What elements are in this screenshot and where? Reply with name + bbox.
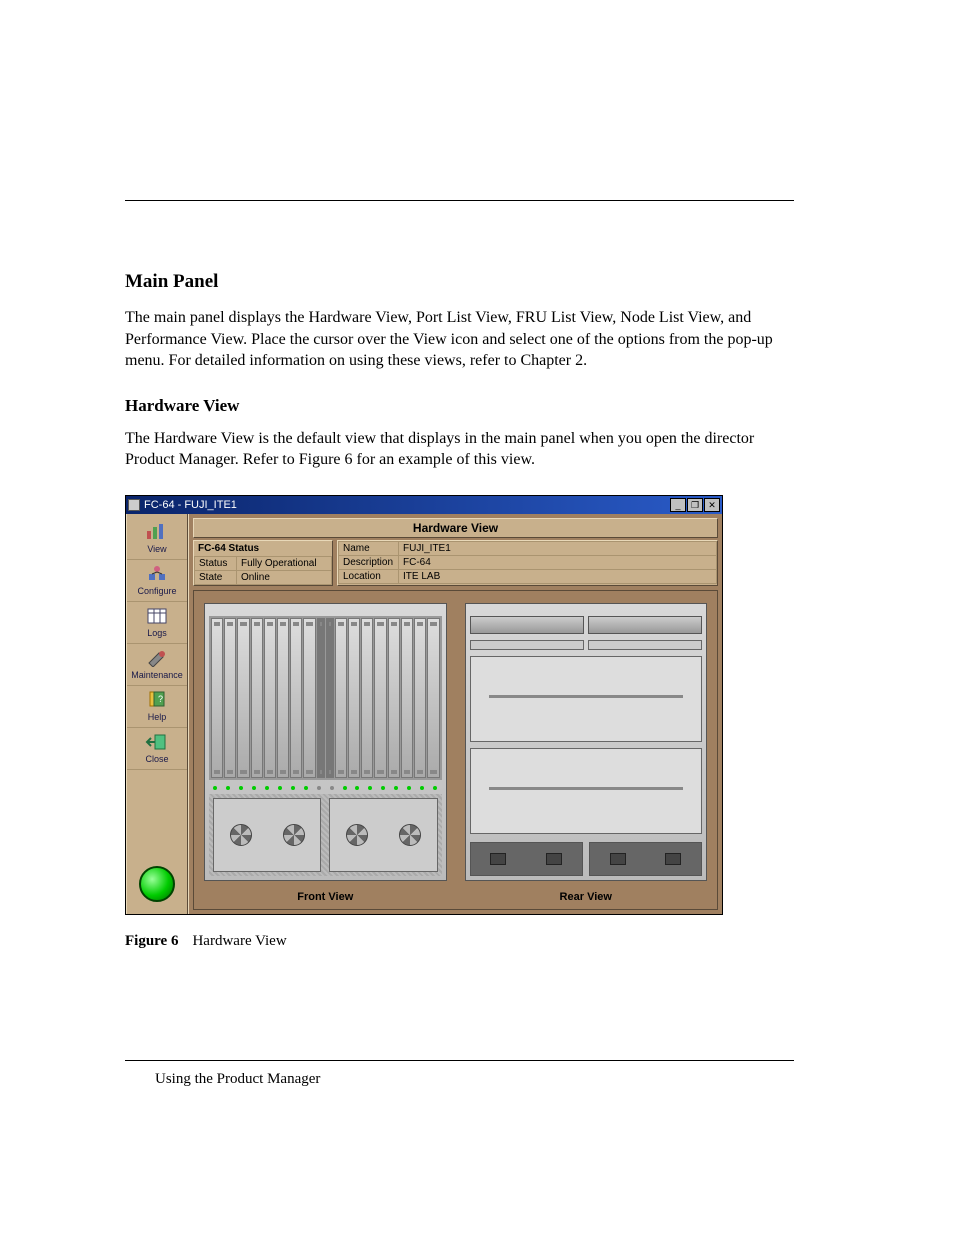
logs-icon [144,606,170,626]
sidebar-label: Configure [137,586,176,596]
status-block-left: FC-64 Status StatusFully Operational Sta… [193,540,333,586]
front-view-label: Front View [297,891,353,903]
footer-text: Using the Product Manager [155,1071,794,1088]
power-supply[interactable] [470,842,583,876]
port-card[interactable] [251,618,263,778]
rear-slot[interactable] [470,748,703,834]
front-view-column: Front View [204,603,447,903]
panel-title: Hardware View [193,518,718,538]
card-cage [209,616,442,780]
window-title: FC-64 - FUJI_ITE1 [144,499,237,511]
status-row-state: StateOnline [195,570,332,584]
rear-chassis[interactable] [465,603,708,881]
power-supply[interactable] [589,842,702,876]
help-icon: ? [144,690,170,710]
port-card[interactable] [211,618,223,778]
port-card[interactable] [427,618,439,778]
sbar-module[interactable] [470,640,584,650]
rear-slot[interactable] [470,656,703,742]
front-chassis[interactable] [204,603,447,881]
top-rule [125,200,794,201]
app-icon [128,499,140,511]
fan-tray [209,794,442,876]
port-card[interactable] [361,618,373,778]
bottom-rule: Using the Product Manager [125,1060,794,1088]
port-card[interactable] [401,618,413,778]
sidebar-label: Help [148,712,167,722]
info-row-name: NameFUJI_ITE1 [339,541,717,555]
sidebar-label: Logs [147,628,167,638]
port-card[interactable] [388,618,400,778]
port-card[interactable] [237,618,249,778]
titlebar: FC-64 - FUJI_ITE1 _ ❐ ✕ [126,496,722,514]
figure-caption: Figure 6 Hardware View [125,933,794,950]
section-body: The main panel displays the Hardware Vie… [125,307,794,372]
status-header: FC-64 Status [194,541,332,556]
port-card[interactable] [264,618,276,778]
sbar-module[interactable] [588,640,702,650]
maintenance-icon [144,648,170,668]
close-window-button[interactable]: ✕ [704,498,720,512]
status-led-icon [139,866,175,902]
view-icon [144,522,170,542]
hardware-view-area: Front View [193,590,718,910]
sidebar-item-maintenance[interactable]: Maintenance [127,644,187,686]
fan-module[interactable] [213,798,321,872]
port-card[interactable] [348,618,360,778]
svg-text:?: ? [158,694,163,704]
sidebar: View Configure Logs [126,514,188,914]
port-card[interactable] [277,618,289,778]
fan-module[interactable] [329,798,437,872]
sidebar-item-close[interactable]: Close [127,728,187,770]
figure-number: Figure 6 [125,933,178,949]
figure-text: Hardware View [192,933,286,949]
port-card[interactable] [303,618,315,778]
port-card[interactable] [335,618,347,778]
port-status-leds [209,786,442,790]
sidebar-label: Maintenance [131,670,183,680]
app-window: FC-64 - FUJI_ITE1 _ ❐ ✕ View [125,495,723,915]
ctp-card[interactable] [317,618,325,778]
rear-fan[interactable] [588,616,702,634]
port-card[interactable] [374,618,386,778]
info-row-description: DescriptionFC-64 [339,555,717,569]
status-row-status: StatusFully Operational [195,556,332,570]
sidebar-item-logs[interactable]: Logs [127,602,187,644]
section-heading: Main Panel [125,271,794,293]
sidebar-item-configure[interactable]: Configure [127,560,187,602]
rear-view-column: Rear View [465,603,708,903]
info-row-location: LocationITE LAB [339,569,717,583]
status-block-right: NameFUJI_ITE1 DescriptionFC-64 LocationI… [337,540,718,586]
subsection-body: The Hardware View is the default view th… [125,428,794,471]
power-supply-row [470,842,703,876]
rear-fan[interactable] [470,616,584,634]
minimize-button[interactable]: _ [670,498,686,512]
port-card[interactable] [224,618,236,778]
sidebar-item-view[interactable]: View [127,518,187,560]
main-panel: Hardware View FC-64 Status StatusFully O… [188,514,722,914]
ctp-card[interactable] [326,618,334,778]
port-card[interactable] [290,618,302,778]
configure-icon [144,564,170,584]
sidebar-label: Close [145,754,168,764]
port-card[interactable] [414,618,426,778]
rear-view-label: Rear View [560,891,612,903]
rear-fan-modules [470,616,703,634]
subsection-heading: Hardware View [125,396,794,416]
close-icon [144,732,170,752]
maximize-button[interactable]: ❐ [687,498,703,512]
sidebar-item-help[interactable]: ? Help [127,686,187,728]
sidebar-label: View [147,544,166,554]
